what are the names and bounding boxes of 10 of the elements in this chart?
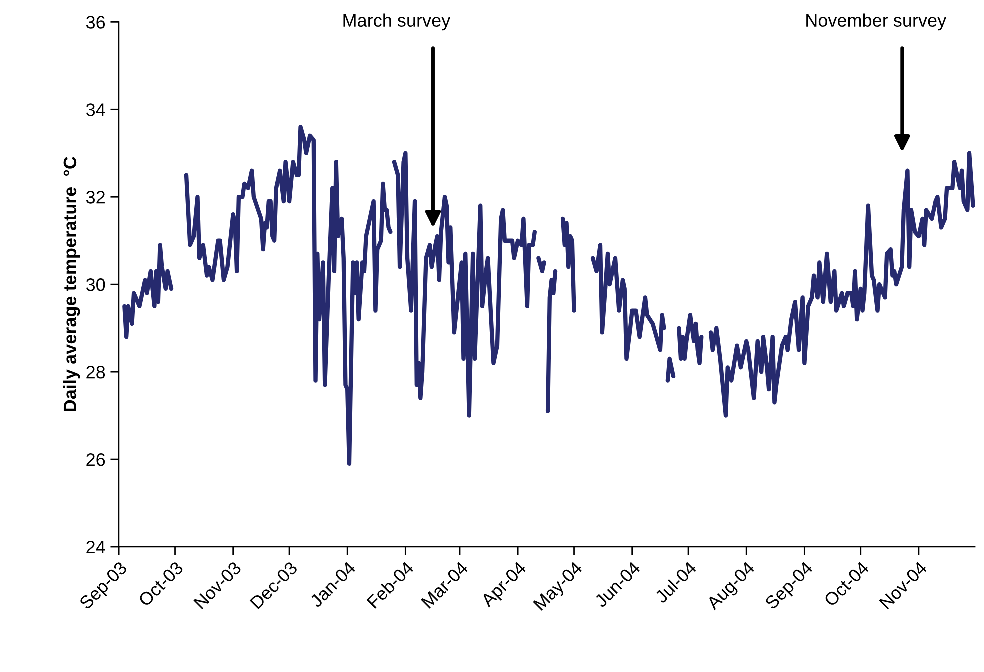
y-tick-label: 36 (86, 16, 106, 29)
y-tick-label: 30 (86, 278, 106, 292)
y-tick-label: 26 (86, 453, 106, 466)
y-tick-label: 28 (86, 366, 106, 379)
y-tick-label: 34 (86, 104, 106, 116)
annotation: March survey (344, 14, 451, 31)
y-axis-title: Daily average temperature °C (63, 157, 80, 412)
y-tick-label: 32 (86, 191, 105, 204)
annotation: November survey (806, 14, 947, 31)
y-tick-label: 24 (86, 540, 106, 554)
